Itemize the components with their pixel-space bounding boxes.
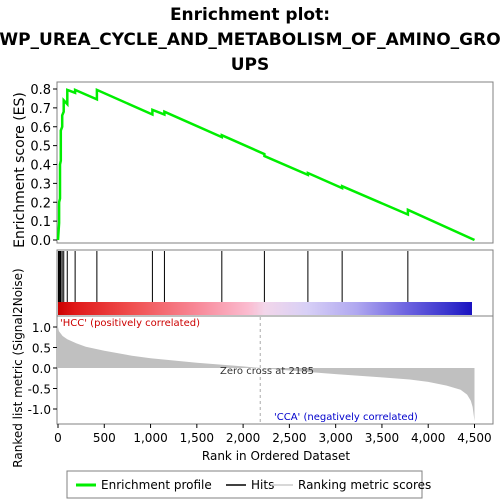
ranked-metric-panel: 1.0 0.5 0.0 -0.5 -1.0 0 500 1,000 1,500 2,000 2,5… <box>11 268 494 468</box>
metric-y-tick-label: -1.0 <box>28 403 51 417</box>
es-y-tick-label: 0.0 <box>30 234 51 249</box>
x-tick-label: 3,500 <box>365 431 399 445</box>
es-y-tick-label: 0.1 <box>30 215 51 230</box>
metric-y-tick-label: -0.5 <box>28 383 51 397</box>
metric-y-tick-label: 0.5 <box>32 342 51 356</box>
ranking-metric-area <box>58 327 475 422</box>
legend-hits-label: Hits <box>251 478 274 492</box>
title-line-1: Enrichment plot: <box>170 5 330 25</box>
x-tick-label: 2,500 <box>272 431 306 445</box>
title-line-2: WP_UREA_CYCLE_AND_METABOLISM_OF_AMINO_GR… <box>0 30 500 50</box>
es-y-tick-label: 0.5 <box>30 140 51 155</box>
hcc-label: 'HCC' (positively correlated) <box>60 318 200 329</box>
title-line-3: UPS <box>231 55 270 75</box>
es-y-tick-label: 0.3 <box>30 177 51 192</box>
metric-y-axis-label: Ranked list metric (Signal2Noise) <box>11 268 25 467</box>
es-panel: 0.0 0.1 0.2 0.3 0.4 0.5 0.6 0.7 0.8 Enrichment s… <box>12 81 494 249</box>
x-tick-label: 0 <box>54 431 62 445</box>
enrichment-profile-line <box>56 87 476 242</box>
x-tick-label: 2,000 <box>226 431 260 445</box>
es-y-tick-label: 0.7 <box>30 102 51 117</box>
x-tick-label: 500 <box>93 431 116 445</box>
zero-cross-label: Zero cross at 2185 <box>220 366 314 377</box>
x-tick-label: 4,000 <box>411 431 445 445</box>
x-axis-label: Rank in Ordered Dataset <box>202 449 350 463</box>
cca-label: 'CCA' (negatively correlated) <box>274 412 418 423</box>
hits-panel <box>56 249 494 317</box>
metric-y-tick-label: 0.0 <box>32 362 51 376</box>
es-y-tick-label: 0.4 <box>30 159 51 174</box>
es-y-tick-label: 0.8 <box>30 83 51 98</box>
x-tick-label: 4,500 <box>457 431 491 445</box>
metric-y-tick-label: 1.0 <box>32 321 51 335</box>
es-y-tick-label: 0.6 <box>30 121 51 136</box>
x-tick-label: 1,000 <box>133 431 167 445</box>
legend-enrichment-label: Enrichment profile <box>101 478 212 492</box>
legend: Enrichment profile Hits Ranking metric s… <box>66 470 431 499</box>
rank-color-bar <box>58 302 472 315</box>
es-y-axis-label: Enrichment score (ES) <box>12 92 28 248</box>
legend-ranking-label: Ranking metric scores <box>298 478 431 492</box>
x-tick-label: 1,500 <box>180 431 214 445</box>
x-tick-label: 3,000 <box>318 431 352 445</box>
es-y-tick-label: 0.2 <box>30 196 51 211</box>
